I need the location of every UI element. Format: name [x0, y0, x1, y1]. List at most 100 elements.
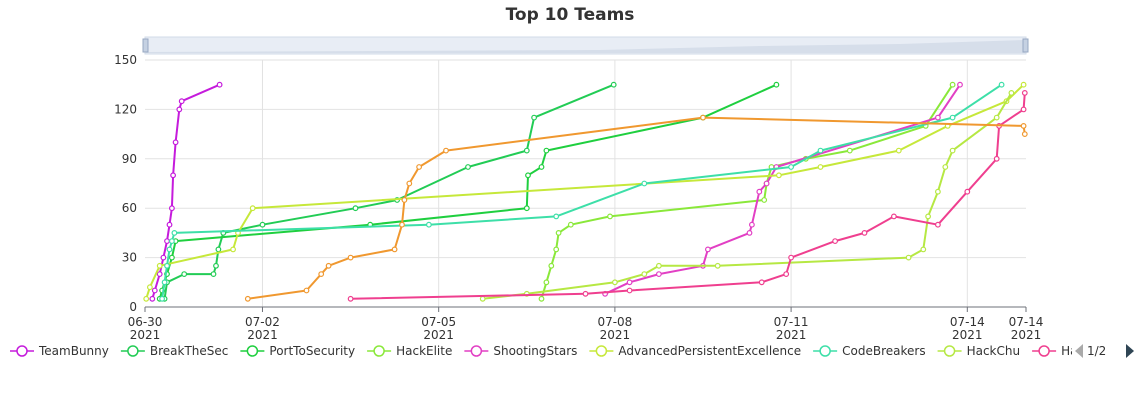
data-point[interactable] [479, 295, 486, 302]
data-point[interactable] [1021, 89, 1028, 96]
data-point[interactable] [401, 197, 408, 203]
data-point[interactable] [151, 287, 158, 294]
legend-item-codebreakers[interactable]: CodeBreakers [813, 344, 926, 358]
data-point[interactable] [555, 229, 562, 236]
data-point[interactable] [993, 155, 1000, 162]
legend-item-shootingstars[interactable]: ShootingStars [464, 344, 577, 358]
data-point[interactable] [443, 147, 449, 154]
data-point[interactable] [1021, 131, 1028, 138]
data-point[interactable] [352, 205, 359, 212]
data-point[interactable] [178, 98, 185, 105]
data-point[interactable] [612, 279, 618, 286]
data-point[interactable] [538, 164, 545, 170]
data-point[interactable] [216, 81, 223, 88]
data-point[interactable] [164, 262, 170, 269]
data-point[interactable] [1008, 89, 1015, 96]
data-point[interactable] [567, 221, 574, 228]
data-point[interactable] [156, 262, 163, 269]
data-point[interactable] [832, 238, 838, 245]
data-point[interactable] [347, 254, 354, 261]
data-point[interactable] [523, 205, 530, 212]
data-point[interactable] [230, 246, 237, 253]
data-point[interactable] [325, 262, 332, 269]
data-point[interactable] [215, 246, 222, 253]
legend-pager[interactable]: 1/2 [1075, 344, 1134, 358]
legend-items[interactable]: TeamBunny BreakTheSec PortToSecurity HackEl… [10, 344, 1140, 358]
data-point[interactable] [895, 147, 902, 154]
data-point[interactable] [773, 81, 780, 88]
data-point[interactable] [861, 229, 868, 236]
data-point[interactable] [949, 147, 956, 154]
data-point[interactable] [1020, 106, 1027, 113]
data-point[interactable] [168, 238, 175, 245]
data-point[interactable] [176, 106, 183, 113]
legend-item-breakthesec[interactable]: BreakTheSec [120, 344, 229, 358]
data-point[interactable] [181, 271, 188, 278]
data-point[interactable] [957, 81, 963, 88]
data-point[interactable] [964, 188, 971, 195]
data-point[interactable] [817, 164, 824, 170]
data-point[interactable] [607, 213, 613, 220]
data-point[interactable] [1020, 81, 1027, 88]
data-point[interactable] [531, 114, 537, 121]
data-point[interactable] [161, 279, 168, 286]
data-point[interactable] [714, 262, 721, 269]
data-point[interactable] [763, 180, 770, 187]
data-point[interactable] [788, 254, 794, 261]
data-point[interactable] [391, 246, 398, 253]
data-point[interactable] [160, 254, 167, 261]
legend-prev-icon[interactable] [1075, 344, 1083, 358]
data-point[interactable] [553, 246, 560, 253]
legend-item-advancedpersistentexcellence[interactable]: AdvancedPersistentExcellence [589, 344, 801, 358]
data-point[interactable] [244, 295, 251, 302]
legend-item-porttosecurity[interactable]: PortToSecurity [240, 344, 355, 358]
legend-item-teambunny[interactable]: TeamBunny [10, 344, 109, 358]
data-point[interactable] [426, 221, 432, 228]
legend-item-hackingbunny[interactable]: HackingBunny [1032, 344, 1140, 358]
data-point[interactable] [610, 81, 617, 88]
data-point[interactable] [749, 221, 755, 228]
data-point[interactable] [656, 271, 662, 278]
data-point[interactable] [406, 180, 413, 187]
data-point[interactable] [347, 295, 354, 302]
data-point[interactable] [172, 139, 179, 146]
data-point[interactable] [925, 213, 931, 220]
data-point[interactable] [761, 197, 768, 203]
legend-item-hackelite[interactable]: HackElite [367, 344, 452, 358]
data-point[interactable] [156, 271, 163, 278]
data-point[interactable] [817, 147, 824, 154]
data-point[interactable] [783, 271, 790, 278]
data-point[interactable] [656, 262, 662, 269]
legend[interactable]: TeamBunny BreakTheSec PortToSecurity HackEl… [10, 344, 1140, 358]
data-point[interactable] [641, 271, 648, 278]
data-point[interactable] [949, 114, 956, 121]
data-point[interactable] [168, 254, 175, 261]
data-point[interactable] [170, 172, 177, 179]
data-point[interactable] [543, 147, 550, 154]
data-point[interactable] [905, 254, 912, 261]
datazoom-right-handle[interactable] [1022, 38, 1029, 53]
data-point[interactable] [700, 114, 706, 121]
data-point[interactable] [166, 221, 173, 228]
data-point[interactable] [399, 221, 405, 228]
data-point[interactable] [213, 262, 219, 269]
data-point[interactable] [523, 147, 530, 154]
data-point[interactable] [538, 295, 545, 302]
datazoom-slider[interactable] [142, 36, 1029, 55]
data-point[interactable] [788, 164, 794, 170]
data-point[interactable] [949, 81, 956, 88]
data-point[interactable] [525, 172, 531, 179]
data-point[interactable] [318, 271, 325, 278]
data-point[interactable] [303, 287, 310, 294]
data-point[interactable] [920, 246, 927, 253]
data-point[interactable] [935, 114, 941, 121]
data-point[interactable] [159, 295, 166, 302]
datazoom-left-handle[interactable] [142, 38, 149, 53]
data-point[interactable] [626, 287, 633, 294]
data-point[interactable] [746, 229, 753, 236]
data-point[interactable] [416, 164, 423, 170]
data-point[interactable] [164, 238, 170, 245]
data-point[interactable] [166, 246, 173, 253]
data-point[interactable] [171, 229, 178, 236]
legend-item-hackchu[interactable]: HackChu [937, 344, 1021, 358]
